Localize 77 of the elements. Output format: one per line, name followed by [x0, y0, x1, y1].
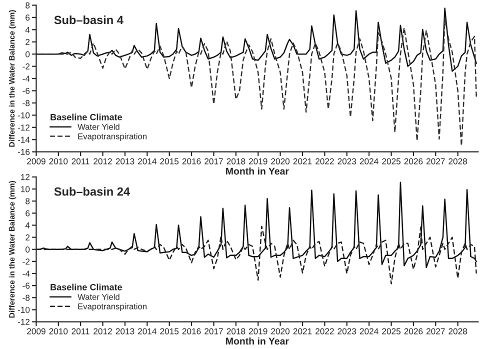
legend-label: Evapotranspiration	[78, 133, 147, 141]
x-tick-label: 2016	[182, 158, 201, 164]
x-tick-label: 2025	[382, 158, 401, 164]
x-tick-label: 2010	[49, 158, 68, 164]
x-tick-label: 2009	[27, 328, 46, 334]
text: Sub–basin 24	[54, 187, 130, 196]
text: Sub–basin 4	[54, 15, 124, 24]
y-tick-label: 2	[26, 234, 30, 240]
legend-label: Water Yield	[78, 294, 120, 300]
y-tick-label: 0	[26, 51, 30, 58]
y-tick-label: -4	[22, 270, 30, 277]
x-tick-label: 2027	[426, 328, 445, 334]
y-tick-label: -8	[22, 294, 30, 301]
x-tick-label: 2023	[338, 328, 356, 334]
legend-title: Baseline Climate	[50, 284, 122, 290]
legend-label: Evapotranspiration	[78, 303, 147, 311]
y-tick-label: -10	[18, 306, 30, 313]
x-tick-label: 2020	[271, 158, 290, 164]
x-tick-label: 2025	[382, 328, 401, 334]
y-tick-label: 8	[26, 2, 30, 8]
x-tick-label: 2023	[338, 158, 356, 164]
x-tick-label: 2011	[72, 158, 90, 164]
x-tick-label: 2009	[27, 158, 46, 164]
legend-title: Baseline Climate	[50, 114, 122, 120]
x-tick-label: 2020	[271, 328, 290, 334]
y-tick-label: -6	[22, 88, 30, 94]
x-tick-label: 2013	[116, 328, 134, 334]
y-tick-label: 0	[26, 246, 30, 253]
x-tick-label: 2028	[448, 158, 468, 164]
y-tick-label: -14	[18, 136, 30, 143]
x-tick-label: 2022	[316, 158, 334, 164]
x-tick-label: 2018	[226, 328, 246, 334]
x-tick-label: 2015	[160, 158, 179, 164]
y-tick-label: 6	[26, 14, 30, 21]
x-tick-label: 2024	[360, 328, 378, 334]
y-tick-label: 4	[25, 26, 30, 33]
line-series	[36, 16, 477, 146]
x-tick-label: 2014	[138, 158, 156, 164]
y-tick-label: 2	[26, 38, 30, 45]
y-tick-label: -10	[18, 112, 30, 118]
x-tick-label: 2016	[182, 328, 201, 334]
y-tick-label: -6	[22, 282, 30, 289]
x-tick-label: 2024	[360, 158, 378, 164]
x-tick-label: 2012	[94, 328, 112, 334]
x-tick-label: 2015	[160, 328, 179, 334]
x-axis-title: Month in Year	[226, 337, 289, 345]
x-tick-label: 2019	[248, 158, 268, 164]
x-tick-label: 2026	[404, 158, 423, 164]
y-tick-label: 12	[21, 174, 30, 180]
x-tick-label: 2012	[94, 158, 112, 164]
y-tick-label: -8	[22, 100, 30, 106]
x-tick-label: 2014	[138, 328, 156, 334]
y-tick-label: -4	[22, 76, 30, 82]
y-tick-label: -2	[22, 258, 30, 265]
x-tick-label: 2017	[204, 328, 223, 334]
y-tick-label: 8	[26, 198, 30, 204]
x-tick-label: 2028	[448, 328, 468, 334]
y-tick-label: -2	[22, 63, 30, 70]
legend-label: Water Yield	[78, 124, 120, 130]
x-tick-label: 2026	[404, 328, 423, 334]
x-axis-title: Month in Year	[226, 167, 289, 175]
x-tick-label: 2019	[248, 328, 268, 334]
y-tick-label: 4	[25, 222, 30, 228]
x-tick-label: 2011	[72, 328, 90, 334]
x-tick-label: 2013	[116, 158, 134, 164]
x-tick-label: 2018	[226, 158, 246, 164]
x-tick-label: 2027	[426, 158, 445, 164]
x-tick-label: 2010	[49, 328, 68, 334]
x-tick-label: 2021	[293, 328, 312, 334]
y-tick-label: -12	[18, 318, 30, 325]
x-tick-label: 2022	[316, 328, 334, 334]
x-tick-label: 2017	[204, 158, 223, 164]
y-tick-label: 10	[21, 186, 30, 192]
x-tick-label: 2021	[293, 158, 312, 164]
y-tick-label: 6	[26, 210, 30, 216]
y-tick-label: -12	[18, 124, 30, 131]
y-tick-label: -16	[18, 148, 30, 156]
